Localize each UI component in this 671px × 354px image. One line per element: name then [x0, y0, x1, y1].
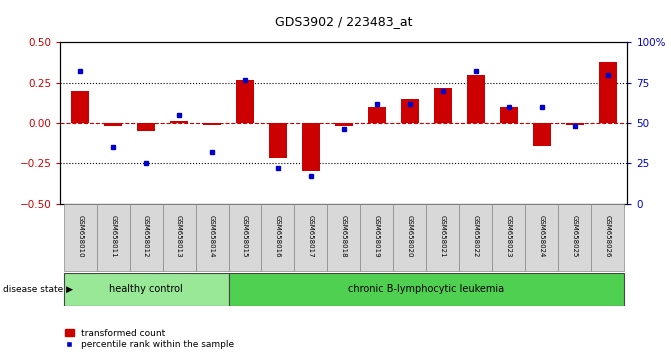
Text: GSM658018: GSM658018 [341, 215, 347, 257]
Text: GSM658024: GSM658024 [539, 215, 545, 257]
Bar [203, 123, 221, 125]
Bar [229, 204, 262, 271]
Text: GSM658014: GSM658014 [209, 215, 215, 257]
Bar [591, 204, 624, 271]
Bar [426, 204, 459, 271]
Bar [368, 107, 386, 123]
Bar [302, 123, 320, 171]
Bar [525, 204, 558, 271]
Text: GSM658022: GSM658022 [473, 215, 478, 257]
Bar [262, 204, 295, 271]
Bar [335, 123, 353, 126]
Bar [104, 123, 122, 126]
Text: GDS3902 / 223483_at: GDS3902 / 223483_at [275, 15, 413, 28]
Bar [295, 204, 327, 271]
Bar [236, 80, 254, 123]
Bar [500, 107, 518, 123]
Bar [493, 204, 525, 271]
Text: GSM658017: GSM658017 [308, 215, 314, 257]
Bar [558, 204, 591, 271]
Text: GSM658012: GSM658012 [143, 215, 149, 257]
Bar [97, 204, 130, 271]
Bar [71, 91, 89, 123]
Text: GSM658019: GSM658019 [374, 215, 380, 257]
Text: GSM658011: GSM658011 [110, 215, 116, 257]
Text: GSM658020: GSM658020 [407, 215, 413, 257]
Bar [401, 99, 419, 123]
Bar [64, 204, 97, 271]
Bar [162, 204, 195, 271]
Text: GSM658023: GSM658023 [506, 215, 512, 257]
Text: GSM658015: GSM658015 [242, 215, 248, 257]
Text: chronic B-lymphocytic leukemia: chronic B-lymphocytic leukemia [348, 284, 505, 295]
Bar [467, 75, 485, 123]
Text: GSM658010: GSM658010 [77, 215, 83, 257]
Text: GSM658025: GSM658025 [572, 215, 578, 257]
Bar [360, 204, 393, 271]
Bar [195, 204, 229, 271]
Bar [229, 273, 624, 306]
Bar [393, 204, 426, 271]
Bar [137, 123, 155, 131]
Bar [170, 121, 188, 123]
Text: GSM658013: GSM658013 [176, 215, 182, 257]
Bar [130, 204, 162, 271]
Legend: transformed count, percentile rank within the sample: transformed count, percentile rank withi… [65, 329, 234, 349]
Bar [566, 123, 584, 125]
Bar [433, 87, 452, 123]
Bar [269, 123, 287, 159]
Text: healthy control: healthy control [109, 284, 183, 295]
Text: GSM658016: GSM658016 [275, 215, 281, 257]
Bar [459, 204, 493, 271]
Text: GSM658026: GSM658026 [605, 215, 611, 257]
Bar [64, 273, 229, 306]
Bar [599, 62, 617, 123]
Bar [327, 204, 360, 271]
Bar [533, 123, 551, 145]
Text: disease state ▶: disease state ▶ [3, 285, 73, 294]
Text: GSM658021: GSM658021 [440, 215, 446, 257]
